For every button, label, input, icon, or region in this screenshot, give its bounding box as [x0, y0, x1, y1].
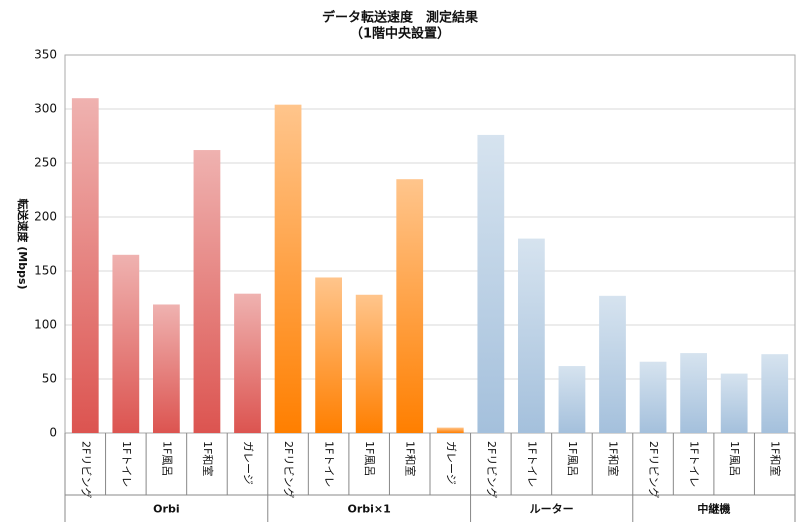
- x-tick-label: 1Fトイレ: [688, 441, 701, 487]
- bar: [274, 104, 302, 434]
- x-tick-label: ガレージ: [444, 441, 457, 485]
- x-tick-label: 1Fトイレ: [525, 441, 538, 487]
- bar: [720, 373, 748, 433]
- bar: [518, 238, 545, 433]
- x-tick-label: 2Fリビング: [647, 441, 661, 498]
- y-axis-label: 転送速度 (Mbps): [16, 198, 30, 289]
- x-tick-label: 1F風呂: [728, 441, 741, 476]
- x-tick-label: 1F和室: [769, 441, 783, 476]
- y-tick-label: 0: [49, 426, 57, 440]
- y-tick-label: 150: [34, 264, 57, 278]
- x-tick-label: 1Fトイレ: [120, 441, 133, 487]
- bar: [71, 98, 99, 433]
- chart-subtitle: （1階中央設置）: [350, 26, 450, 42]
- bar: [477, 134, 505, 434]
- chart-title: データ転送速度 測定結果: [322, 10, 478, 26]
- bar: [761, 354, 789, 433]
- y-tick-label: 100: [34, 318, 57, 332]
- x-tick-label: 1F和室: [201, 441, 215, 476]
- group-label: 中継機: [697, 502, 730, 516]
- x-tick-label: 1F風呂: [363, 441, 376, 476]
- bar: [193, 150, 221, 434]
- group-label: Orbi: [153, 503, 179, 516]
- bar: [112, 254, 140, 433]
- group-label: ルーター: [530, 503, 574, 516]
- x-tick-label: 1F和室: [607, 441, 621, 476]
- y-tick-label: 350: [34, 48, 57, 62]
- bar: [680, 353, 707, 433]
- x-tick-label: 2Fリビング: [282, 441, 296, 498]
- y-tick-label: 200: [34, 210, 57, 224]
- y-tick-label: 300: [34, 102, 57, 116]
- x-tick-label: 1F和室: [404, 441, 418, 476]
- y-tick-label: 50: [42, 372, 57, 386]
- bar: [234, 293, 261, 433]
- x-tick-label: ガレージ: [242, 441, 255, 485]
- bar: [436, 427, 464, 433]
- bar: [396, 179, 424, 433]
- bar: [639, 361, 667, 433]
- bar: [315, 277, 342, 433]
- y-tick-label: 250: [34, 156, 57, 170]
- x-tick-label: 2Fリビング: [485, 441, 499, 498]
- bar: [153, 304, 180, 433]
- group-label: Orbi×1: [348, 503, 391, 516]
- x-tick-label: 1F風呂: [160, 441, 173, 476]
- x-tick-label: 2Fリビング: [79, 441, 93, 498]
- bar: [558, 366, 586, 433]
- x-tick-label: 1F風呂: [566, 441, 579, 476]
- x-tick-label: 1Fトイレ: [323, 441, 336, 487]
- bar: [599, 295, 626, 433]
- bar: [355, 294, 383, 433]
